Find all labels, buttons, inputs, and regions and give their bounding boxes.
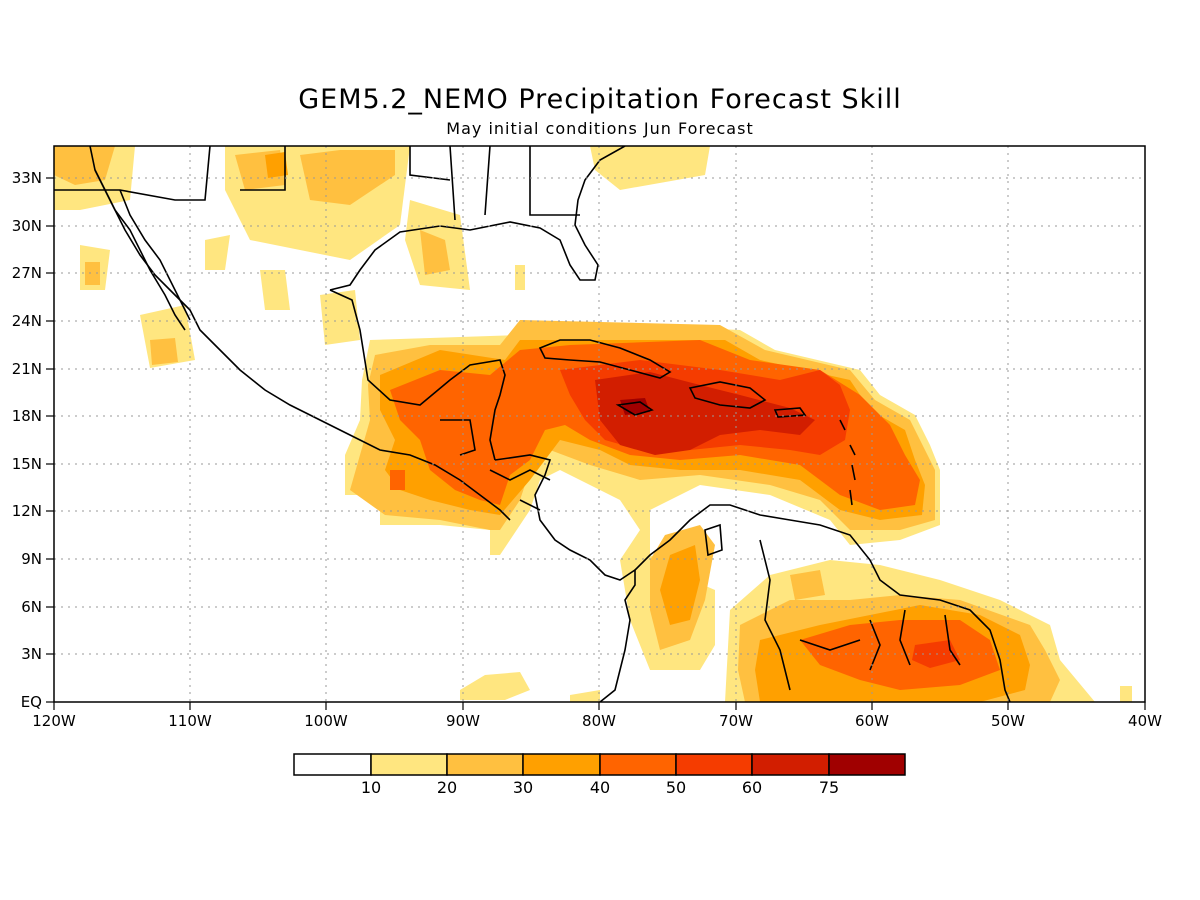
lon-label: 60W <box>855 712 889 730</box>
colorbar-box <box>675 753 753 776</box>
lon-label: 50W <box>991 712 1025 730</box>
lat-label: 30N <box>12 217 42 235</box>
colorbar-box <box>446 753 524 776</box>
lat-labels: EQ 3N 6N 9N 12N 15N 18N 21N 24N 27N 30N … <box>12 169 42 711</box>
lat-label: 33N <box>12 169 42 187</box>
colorbar-label: 50 <box>666 778 686 797</box>
coastlines <box>54 146 1011 702</box>
colorbar-label: 30 <box>513 778 533 797</box>
colorbar-label: 60 <box>742 778 762 797</box>
axis-ticks <box>46 177 1146 710</box>
lat-label: 12N <box>12 502 42 520</box>
map-subtitle: May initial conditions Jun Forecast <box>446 119 754 138</box>
colorbar-label: 10 <box>361 778 381 797</box>
skill-field <box>54 146 1132 702</box>
lat-label: 27N <box>12 264 42 282</box>
lat-label: 15N <box>12 455 42 473</box>
lat-label: 24N <box>12 312 42 330</box>
lat-label: 3N <box>21 645 42 663</box>
colorbar-label: 75 <box>819 778 839 797</box>
lon-labels: 120W 110W 100W 90W 80W 70W 60W 50W 40W <box>32 712 1162 730</box>
lon-label: 90W <box>446 712 480 730</box>
lon-label: 40W <box>1128 712 1162 730</box>
lon-label: 110W <box>168 712 212 730</box>
map-title: GEM5.2_NEMO Precipitation Forecast Skill <box>298 84 902 115</box>
lat-label: 18N <box>12 407 42 425</box>
lon-label: 80W <box>582 712 616 730</box>
grid <box>54 146 1145 702</box>
lat-label: EQ <box>21 693 42 711</box>
lon-label: 70W <box>719 712 753 730</box>
colorbar: 10 20 30 40 50 60 75 <box>293 753 906 797</box>
lon-label: 120W <box>32 712 76 730</box>
lat-label: 6N <box>21 598 42 616</box>
colorbar-label: 20 <box>437 778 457 797</box>
colorbar-box <box>599 753 677 776</box>
lat-label: 9N <box>21 550 42 568</box>
colorbar-box <box>828 753 906 776</box>
colorbar-box <box>751 753 830 776</box>
lon-label: 100W <box>304 712 348 730</box>
skill-level-60-75 <box>595 372 815 455</box>
colorbar-label: 40 <box>590 778 610 797</box>
colorbar-box <box>293 753 372 776</box>
lat-label: 21N <box>12 360 42 378</box>
colorbar-box <box>370 753 448 776</box>
colorbar-box <box>522 753 601 776</box>
